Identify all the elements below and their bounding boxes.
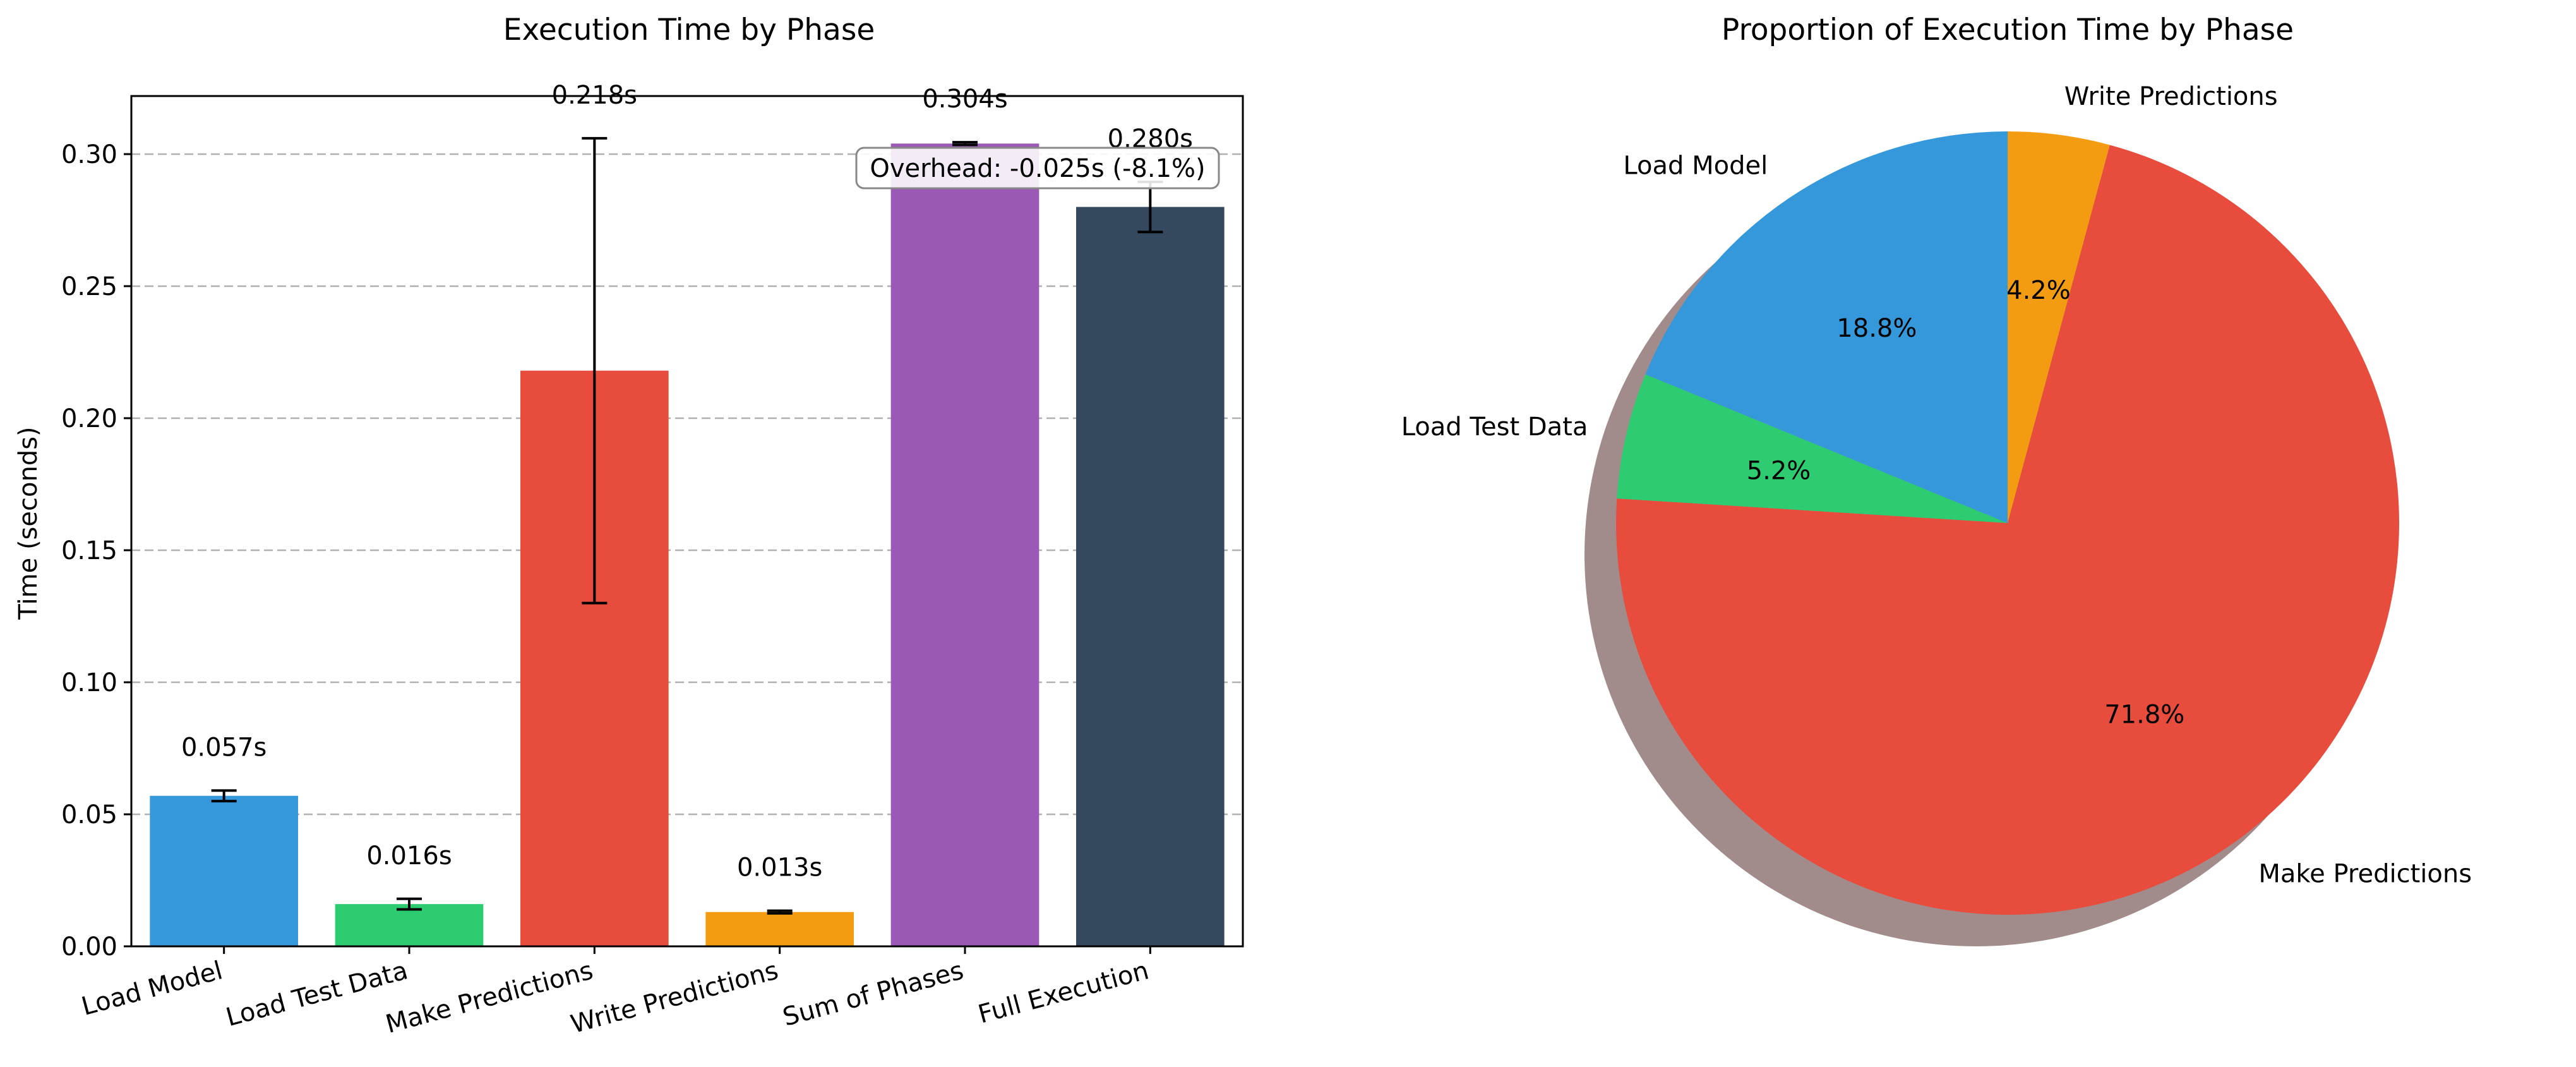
pie-labels: Write Predictions Make Predictions Load Te… [1401, 82, 2472, 888]
bar-y-axis: 0.00 0.05 0.10 0.15 0.20 0.25 0.30 [61, 140, 131, 962]
pie-wedges [1616, 131, 2399, 915]
x-tick-label-write-predictions: Write Predictions [568, 956, 781, 1039]
pie-label-load-test-data: Load Test Data [1401, 413, 1588, 442]
bar-chart: Execution Time by Phase 0.057s0.016s0.21… [14, 13, 1244, 1039]
bar-load-test-data [335, 904, 484, 946]
pie-percent-load-model: 18.8% [1836, 314, 1917, 343]
bar-sum-of-phases [890, 143, 1039, 947]
pie-wedge-write-predictions [2008, 131, 2110, 523]
y-tick-label: 0.25 [61, 272, 117, 301]
pie-percent-write-predictions: 4.2% [2006, 276, 2071, 305]
bar-load-model [150, 795, 298, 946]
pie-label-write-predictions: Write Predictions [2064, 82, 2278, 111]
value-label-sum-of-phases: 0.304s [922, 85, 1007, 114]
bar-series [150, 143, 1225, 947]
pie-percent-labels: 4.2% 71.8% 5.2% 18.8% [1747, 276, 2185, 729]
overhead-annotation-box [855, 147, 1220, 190]
pie-chart: Proportion of Execution Time by Phase Wr… [1401, 13, 2472, 946]
pie-percent-make-predictions: 71.8% [2104, 700, 2184, 729]
overhead-annotation: Overhead: -0.025s (-8.1%) [855, 147, 1220, 190]
overhead-annotation-text: Overhead: -0.025s (-8.1%) [870, 154, 1205, 183]
pie-label-make-predictions: Make Predictions [2258, 859, 2472, 888]
y-tick-label: 0.10 [61, 668, 117, 697]
y-tick-label: 0.15 [61, 536, 117, 565]
y-tick-label: 0.20 [61, 404, 117, 433]
x-tick-label-full-execution: Full Execution [975, 956, 1152, 1029]
pie-percent-load-test-data: 5.2% [1747, 457, 1811, 486]
x-tick-label-sum-of-phases: Sum of Phases [780, 956, 967, 1032]
value-label-load-test-data: 0.016s [366, 841, 452, 871]
pie-label-load-model: Load Model [1623, 152, 1768, 181]
y-tick-label: 0.30 [61, 140, 117, 169]
value-label-write-predictions: 0.013s [737, 853, 822, 883]
x-tick-label-load-model: Load Model [78, 956, 225, 1022]
y-tick-label: 0.05 [61, 800, 117, 829]
y-tick-label: 0.00 [61, 932, 117, 962]
value-label-load-model: 0.057s [181, 733, 267, 762]
x-tick-label-load-test-data: Load Test Data [223, 956, 411, 1032]
bar-chart-title: Execution Time by Phase [503, 13, 875, 47]
bar-plot-frame [130, 95, 1244, 948]
pie-chart-title: Proportion of Execution Time by Phase [1722, 13, 2294, 47]
pie-wedge-load-test-data [1617, 374, 2008, 523]
bar-full-execution [1076, 207, 1225, 947]
bar-y-axis-label: Time (seconds) [14, 426, 43, 620]
pie-wedge-make-predictions [1616, 145, 2399, 915]
pie-wedge-load-model [1645, 131, 2008, 523]
bar-write-predictions [705, 912, 854, 946]
x-tick-label-make-predictions: Make Predictions [383, 956, 596, 1039]
